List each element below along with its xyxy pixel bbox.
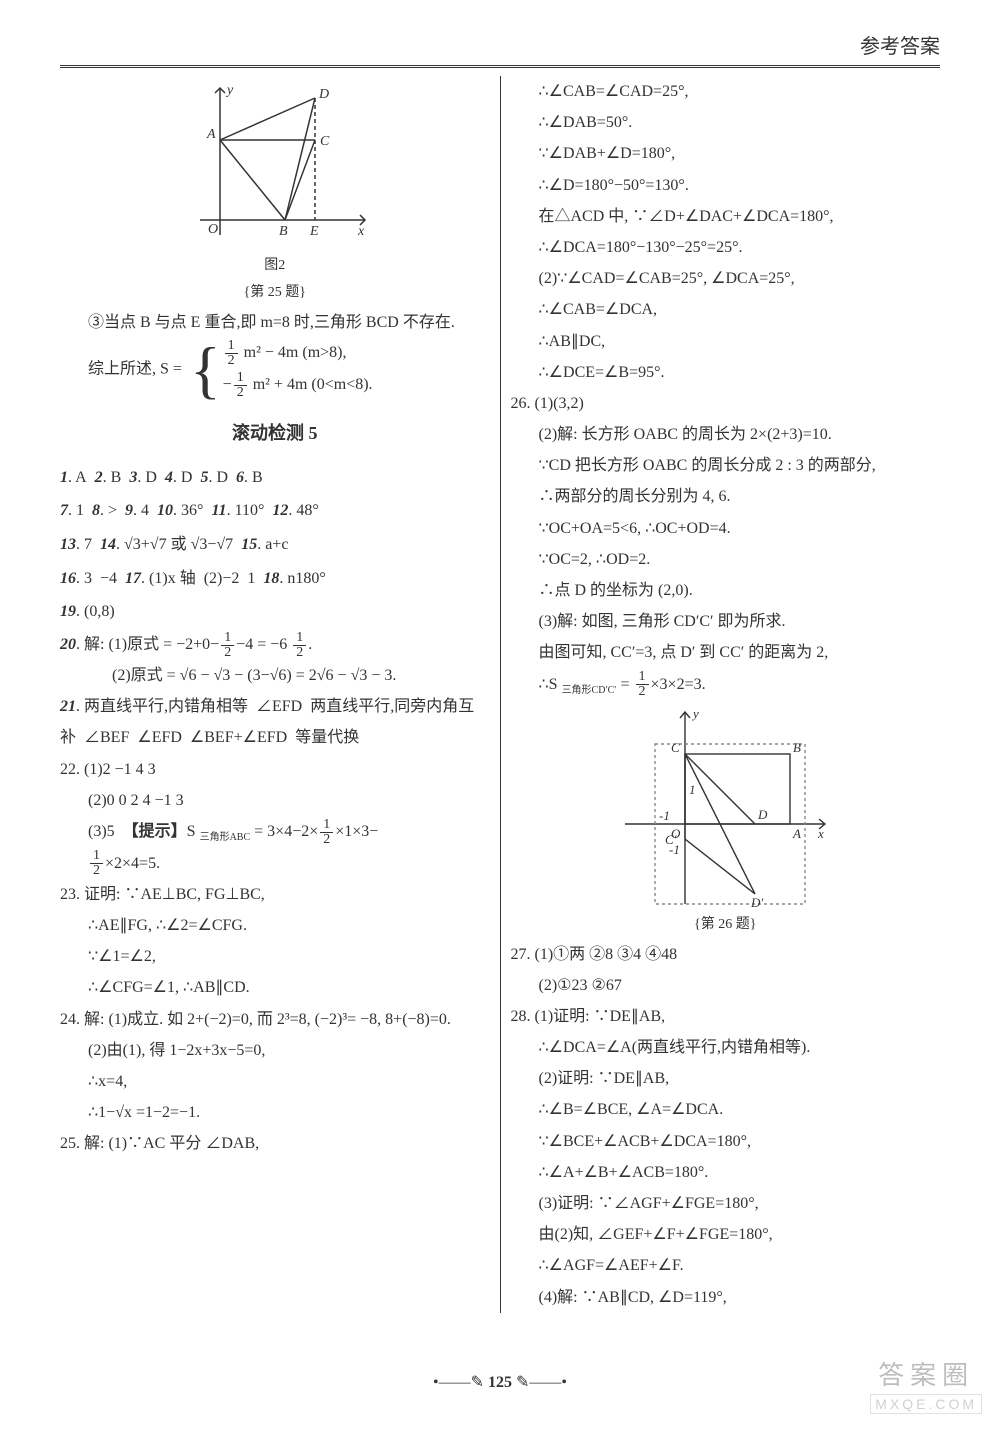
fig25-D: D — [318, 87, 329, 102]
page-number: 125 — [488, 1374, 512, 1391]
q24-4: ∴1−√x =1−2=−1. — [60, 1097, 490, 1128]
fig25-y: y — [225, 83, 234, 98]
q20: 20. 解: (1)原式 = −2+0−12−4 = −6 12. — [60, 629, 490, 660]
r-l1: ∴∠CAB=∠CAD=25°, — [510, 76, 940, 107]
r-l4: ∴∠D=180°−50°=130°. — [510, 170, 940, 201]
fig26-m1: -1 — [659, 808, 670, 823]
fig25-B: B — [279, 224, 288, 239]
q28-3: (2)证明: ∵DE∥AB, — [510, 1063, 940, 1094]
q22-2: (2)0 0 2 4 −1 3 — [60, 785, 490, 816]
fig26-D: D — [757, 807, 768, 822]
fig26-Dp: D′ — [750, 895, 763, 909]
fig26-x: x — [817, 826, 824, 841]
case2: −12 m² + 4m (0<m<8). — [223, 371, 373, 400]
q20-p2: (2)原式 = √6 − √3 − (3−√6) = 2√6 − √3 − 3. — [60, 660, 490, 691]
brace-system: { 12 m² − 4m (m>8), −12 m² + 4m (0<m<8). — [190, 338, 373, 402]
r-l6: ∴∠DCA=180°−130°−25°=25°. — [510, 232, 940, 263]
r-l5: 在△ACD 中, ∵∠D+∠DAC+∠DCA=180°, — [510, 201, 940, 232]
q22-3b: 12×2×4=5. — [60, 848, 490, 879]
q23-3: ∵∠1=∠2, — [60, 941, 490, 972]
watermark-bottom: MXQE.COM — [870, 1394, 982, 1414]
q23-1: 23. 证明: ∵AE⊥BC, FG⊥BC, — [60, 879, 490, 910]
fig26-caption: {第 26 题} — [510, 911, 940, 938]
q24-3: ∴x=4, — [60, 1066, 490, 1097]
r-l10: ∴∠DCE=∠B=95°. — [510, 357, 940, 388]
q26-4: ∴两部分的周长分别为 4, 6. — [510, 481, 940, 512]
q25-line3: ③当点 B 与点 E 重合,即 m=8 时,三角形 BCD 不存在. — [60, 307, 490, 338]
fig25-A: A — [206, 127, 216, 142]
fig26-A: A — [792, 826, 801, 841]
r-l3: ∵∠DAB+∠D=180°, — [510, 138, 940, 169]
fig26-B: B — [793, 740, 801, 755]
answers-row5: 19. (0,8) — [60, 595, 490, 629]
answers-row4: 16. 3 −4 17. (1)x 轴 (2)−2 1 18. n180° — [60, 562, 490, 596]
watermark: 答案圈 MXQE.COM — [870, 1355, 982, 1414]
r-l7: (2)∵∠CAD=∠CAB=25°, ∠DCA=25°, — [510, 263, 940, 294]
q23-4: ∴∠CFG=∠1, ∴AB∥CD. — [60, 972, 490, 1003]
figure-25-svg: O A B C D E x y — [175, 80, 375, 250]
fig26-C: C — [671, 740, 680, 755]
q26-2: (2)解: 长方形 OABC 的周长为 2×(2+3)=10. — [510, 419, 940, 450]
q24-1: 24. 解: (1)成立. 如 2+(−2)=0, 而 2³=8, (−2)³=… — [60, 1004, 490, 1035]
q28-8: 由(2)知, ∠GEF+∠F+∠FGE=180°, — [510, 1219, 940, 1250]
q28-10: (4)解: ∵AB∥CD, ∠D=119°, — [510, 1282, 940, 1313]
fig26-y: y — [691, 706, 699, 721]
q26-7: ∴点 D 的坐标为 (2,0). — [510, 575, 940, 606]
summary-line: 综上所述, S = { 12 m² − 4m (m>8), −12 m² + 4… — [60, 338, 490, 402]
q28-9: ∴∠AGF=∠AEF+∠F. — [510, 1250, 940, 1281]
header-title: 参考答案 — [860, 36, 940, 58]
q25-first: 25. 解: (1)∵AC 平分 ∠DAB, — [60, 1128, 490, 1159]
fig25-C: C — [320, 134, 330, 149]
fig25-x: x — [357, 224, 365, 239]
summary-label: 综上所述, S = — [88, 360, 182, 377]
case1: 12 m² − 4m (m>8), — [223, 339, 373, 368]
q22-3a: (3)5 【提示】S 三角形ABC = 3×4−2×12×1×3− — [60, 816, 490, 848]
fig26-m1y: -1 — [669, 842, 680, 857]
answers-row3: 13. 7 14. √3+√7 或 √3−√7 15. a+c — [60, 528, 490, 562]
q26-8: (3)解: 如图, 三角形 CD′C′ 即为所求. — [510, 606, 940, 637]
r-l8: ∴∠CAB=∠DCA, — [510, 294, 940, 325]
fig25-O: O — [208, 222, 218, 237]
q28-6: ∴∠A+∠B+∠ACB=180°. — [510, 1157, 940, 1188]
q26-3: ∵CD 把长方形 OABC 的周长分成 2 : 3 的两部分, — [510, 450, 940, 481]
r-l9: ∴AB∥DC, — [510, 326, 940, 357]
q23-2: ∴AE∥FG, ∴∠2=∠CFG. — [60, 910, 490, 941]
q22-1: 22. (1)2 −1 4 3 — [60, 754, 490, 785]
q28-4: ∴∠B=∠BCE, ∠A=∠DCA. — [510, 1094, 940, 1125]
section-heading-5: 滚动检测 5 — [60, 416, 490, 451]
answers-row1: 1. A 2. B 3. D 4. D 5. D 6. B — [60, 461, 490, 495]
q26-5: ∵OC+OA=5<6, ∴OC+OD=4. — [510, 513, 940, 544]
brace-glyph: { — [190, 338, 221, 402]
q26-10: ∴S 三角形CD′C′ = 12×3×2=3. — [510, 669, 940, 701]
q21: 21. 两直线平行,内错角相等 ∠EFD 两直线平行,同旁内角互补 ∠BEF ∠… — [60, 691, 490, 753]
figure-26-svg: O A B C C′ D D′ -1 1 -1 x y — [615, 704, 835, 909]
q28-2: ∴∠DCA=∠A(两直线平行,内错角相等). — [510, 1032, 940, 1063]
fig26-p1: 1 — [689, 782, 696, 797]
column-divider — [500, 76, 501, 1313]
q28-5: ∵∠BCE+∠ACB+∠DCA=180°, — [510, 1126, 940, 1157]
page-header: 参考答案 — [60, 30, 940, 68]
q26-1: 26. (1)(3,2) — [510, 388, 940, 419]
q28-7: (3)证明: ∵∠AGF+∠FGE=180°, — [510, 1188, 940, 1219]
watermark-top: 答案圈 — [870, 1355, 982, 1392]
left-column: O A B C D E x y 图2 {第 25 题} ③当点 B 与点 E 重… — [60, 76, 490, 1313]
right-column: ∴∠CAB=∠CAD=25°, ∴∠DAB=50°. ∵∠DAB+∠D=180°… — [510, 76, 940, 1313]
fig25-E: E — [309, 224, 319, 239]
fig25-cap2: {第 25 题} — [60, 279, 490, 306]
q26-6: ∵OC=2, ∴OD=2. — [510, 544, 940, 575]
fig25-cap1: 图2 — [60, 252, 490, 279]
r-l2: ∴∠DAB=50°. — [510, 107, 940, 138]
q28-1: 28. (1)证明: ∵DE∥AB, — [510, 1001, 940, 1032]
q24-2: (2)由(1), 得 1−2x+3x−5=0, — [60, 1035, 490, 1066]
content-columns: O A B C D E x y 图2 {第 25 题} ③当点 B 与点 E 重… — [60, 76, 940, 1313]
page-footer: •——✎ 125 ✎——• — [0, 1372, 1000, 1392]
q27-2: (2)①23 ②67 — [510, 970, 940, 1001]
answers-row2: 7. 1 8. > 9. 4 10. 36° 11. 110° 12. 48° — [60, 494, 490, 528]
q26-9: 由图可知, CC′=3, 点 D′ 到 CC′ 的距离为 2, — [510, 637, 940, 668]
q27-1: 27. (1)①两 ②8 ③4 ④48 — [510, 939, 940, 970]
